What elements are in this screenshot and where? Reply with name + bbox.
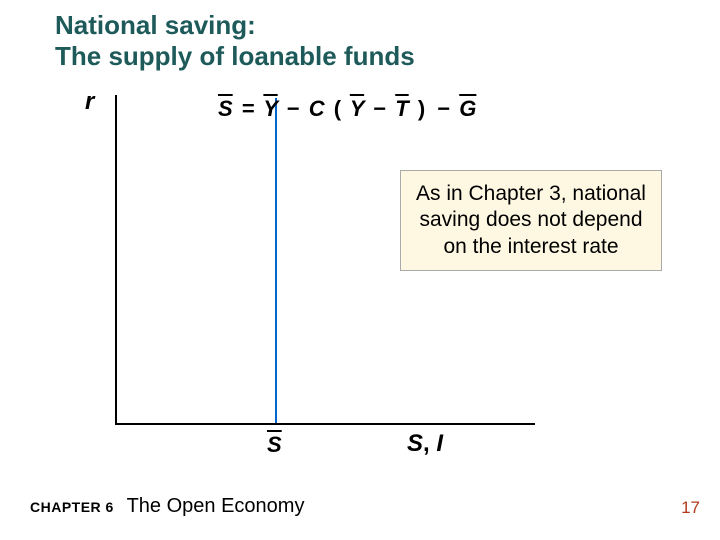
footer: CHAPTER 6 The Open Economy — [30, 495, 304, 518]
x-axis-sep: , — [423, 430, 436, 457]
eq-minus-2: − — [370, 96, 389, 121]
y-axis-label: r — [85, 88, 94, 116]
eq-Y: Y — [263, 96, 277, 121]
slide-title: National saving: The supply of loanable … — [55, 10, 415, 72]
title-line-1: National saving: — [55, 10, 256, 40]
x-axis-label: S, I — [407, 430, 443, 458]
x-axis — [115, 423, 535, 425]
eq-S: S — [218, 96, 233, 121]
x-axis-S: S — [407, 430, 423, 457]
supply-curve — [275, 98, 277, 423]
eq-minus-1: − — [284, 96, 303, 121]
eq-open: ( — [331, 96, 344, 121]
s-bar-label: S — [267, 432, 282, 458]
title-line-2: The supply of loanable funds — [55, 41, 415, 71]
saving-equation: S = Y − C ( Y − T ) − G — [218, 96, 476, 122]
eq-Y2: Y — [350, 96, 364, 121]
callout-text: As in Chapter 3, national saving does no… — [416, 182, 646, 258]
page-number: 17 — [681, 498, 700, 518]
eq-close: ) — [415, 96, 428, 121]
eq-C: C — [309, 96, 325, 121]
eq-G: G — [459, 96, 476, 121]
x-axis-I: I — [436, 430, 443, 457]
chapter-title: The Open Economy — [119, 495, 305, 517]
callout-box: As in Chapter 3, national saving does no… — [400, 170, 662, 271]
eq-minus-3: − — [434, 96, 453, 121]
chapter-label: CHAPTER 6 — [30, 499, 114, 515]
y-axis — [115, 95, 117, 425]
eq-equals: = — [239, 96, 258, 121]
eq-T: T — [395, 96, 408, 121]
